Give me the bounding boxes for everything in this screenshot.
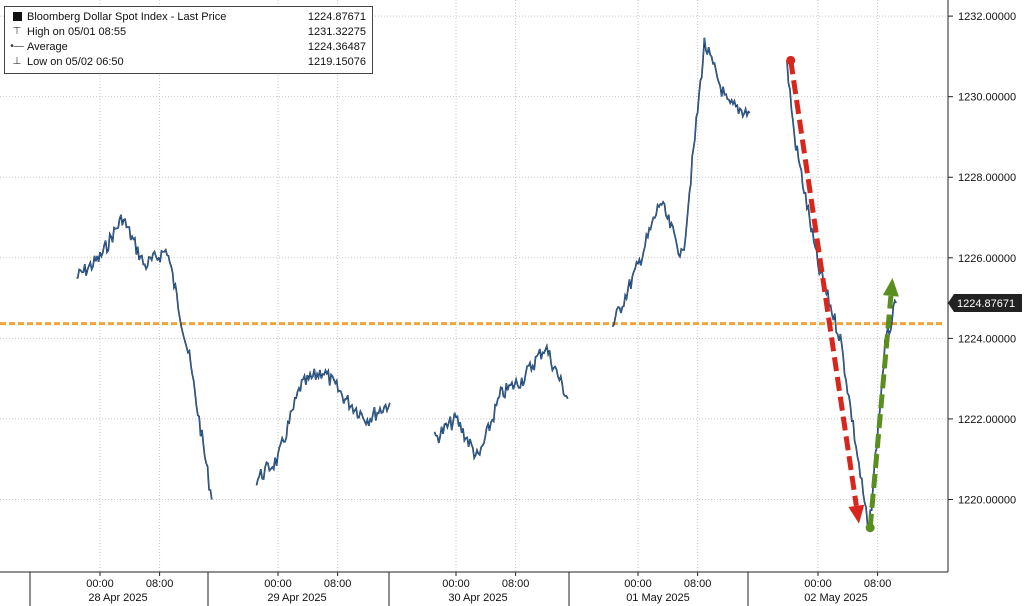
y-tick-label: 1226.00000	[958, 253, 1016, 265]
y-tick-label: 1220.00000	[958, 494, 1016, 506]
price-line-layer	[76, 37, 897, 530]
chart-legend: Bloomberg Dollar Spot Index - Last Price…	[4, 6, 373, 74]
x-day-label: 02 May 2025	[804, 592, 868, 604]
x-tick-label: 08:00	[864, 578, 892, 590]
x-tick-label: 00:00	[624, 578, 652, 590]
y-tick-label: 1222.00000	[958, 414, 1016, 426]
red-arrow-head	[848, 504, 865, 524]
y-tick-label: 1232.00000	[958, 11, 1016, 23]
price-series-line	[611, 37, 751, 328]
legend-label: Bloomberg Dollar Spot Index - Last Price	[27, 11, 227, 23]
y-tick-label: 1230.00000	[958, 92, 1016, 104]
red-arrow-origin-dot	[786, 55, 796, 65]
x-tick-label: 00:00	[264, 578, 292, 590]
green-arrow-origin-dot	[865, 523, 875, 533]
legend-item-last-price: Bloomberg Dollar Spot Index - Last Price…	[5, 10, 372, 24]
x-tick-label: 00:00	[804, 578, 832, 590]
last-price-tag	[948, 294, 1022, 313]
x-tick-label: 08:00	[502, 578, 530, 590]
legend-value: 1219.15076	[307, 56, 366, 68]
x-tick-label: 00:00	[86, 578, 114, 590]
x-day-label: 30 Apr 2025	[448, 592, 507, 604]
y-tick-label: 1224.00000	[958, 333, 1016, 345]
price-series-line	[433, 343, 569, 461]
legend-label: High on 05/01 08:55	[27, 26, 127, 38]
grid-lines	[0, 0, 948, 572]
x-day-label: 01 May 2025	[626, 592, 690, 604]
x-day-label: 29 Apr 2025	[267, 592, 326, 604]
legend-value: 1224.87671	[307, 11, 366, 23]
legend-item-average: •— Average 1224.36487	[5, 40, 372, 54]
price-series-overlay	[612, 37, 751, 327]
square-icon	[10, 10, 24, 26]
legend-value: 1224.36487	[307, 41, 366, 53]
y-tick-label: 1228.00000	[958, 172, 1016, 184]
average-marker-icon: •—	[10, 41, 24, 52]
x-tick-label: 08:00	[146, 578, 174, 590]
green-arrow-shaft	[867, 295, 894, 528]
legend-label: Average	[27, 41, 68, 53]
x-tick-label: 08:00	[324, 578, 352, 590]
x-tick-label: 00:00	[442, 578, 470, 590]
arrow-annotations	[786, 55, 899, 533]
price-series-overlay	[76, 214, 213, 500]
price-series-overlay	[256, 368, 391, 486]
legend-label: Low on 05/02 06:50	[27, 56, 124, 68]
price-series-line	[255, 368, 391, 486]
x-tick-label: 08:00	[684, 578, 712, 590]
x-day-label: 28 Apr 2025	[88, 592, 147, 604]
green-arrow-head	[882, 277, 899, 297]
last-price-label: 1224.87671	[957, 298, 1015, 310]
high-marker-icon: ⊤	[12, 26, 22, 37]
red-arrow-shaft	[788, 60, 859, 507]
legend-item-high: ⊤ High on 05/01 08:55 1231.32275	[5, 25, 372, 39]
low-marker-icon: ⊥	[12, 56, 22, 67]
price-series-overlay	[434, 344, 569, 460]
legend-value: 1231.32275	[307, 26, 366, 38]
legend-item-low: ⊥ Low on 05/02 06:50 1219.15076	[5, 55, 372, 69]
